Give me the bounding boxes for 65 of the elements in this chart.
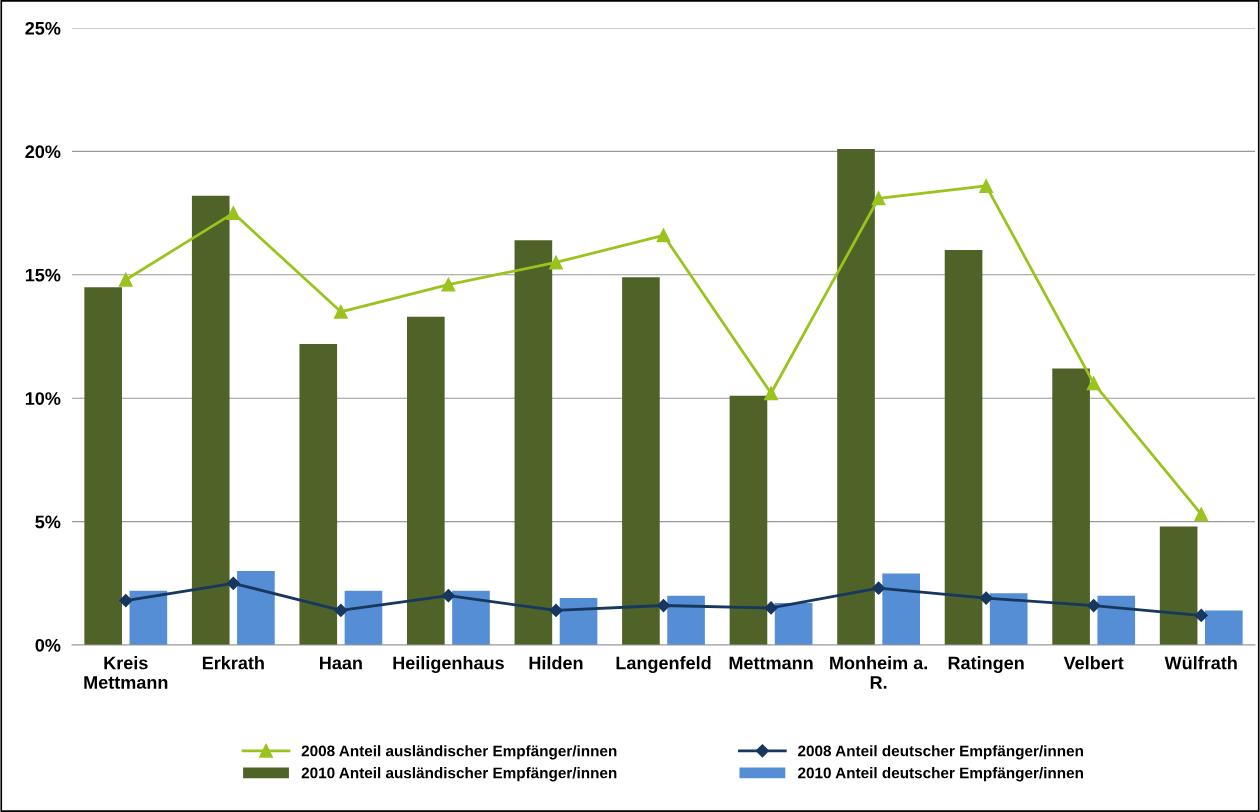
bar (514, 240, 553, 645)
point (656, 228, 671, 243)
x-tick-label: Monheim a. R. (830, 656, 928, 689)
point (226, 576, 240, 590)
bar (989, 593, 1028, 645)
bar (299, 343, 338, 645)
x-tick-label: Kreis Mettmann (84, 656, 168, 689)
point (979, 179, 994, 193)
point (872, 581, 886, 595)
bar (559, 598, 598, 645)
point (226, 206, 241, 221)
point (656, 598, 671, 613)
bar (129, 590, 168, 645)
x-tick-label: Hilden (529, 656, 583, 670)
bar (1052, 368, 1090, 645)
bar (1204, 610, 1243, 645)
point (979, 591, 993, 605)
x-tick-label: Erkrath (202, 656, 264, 670)
legend-label: 2008 Anteil ausländischer Empfänger/innen (301, 745, 617, 760)
y-tick-label: 0% (35, 638, 61, 652)
bar (407, 316, 445, 645)
y-tick-label: 25% (25, 21, 61, 35)
point (1087, 598, 1101, 613)
bar (622, 277, 660, 645)
point (118, 272, 133, 287)
point (1194, 608, 1208, 622)
point (549, 255, 563, 270)
bar (774, 603, 813, 645)
bar (1097, 595, 1136, 645)
bar (191, 195, 230, 645)
bar (1159, 526, 1198, 645)
point (441, 277, 456, 292)
y-tick-label: 15% (25, 268, 61, 282)
x-tick-label: Heiligenhaus (393, 656, 504, 674)
y-tick-label: 20% (25, 145, 61, 159)
x-tick-label: Haan (320, 656, 362, 670)
y-tick-label: 5% (35, 515, 61, 529)
point (1086, 376, 1101, 391)
legend-label: 2010 Anteil deutscher Empfänger/innen (798, 767, 1083, 782)
legend-label: 2010 Anteil ausländischer Empfänger/innen (301, 767, 617, 782)
point (119, 593, 133, 608)
bar (344, 590, 383, 645)
bar (237, 570, 275, 645)
bar (667, 595, 705, 645)
bar (452, 590, 490, 645)
legend-label: 2008 Anteil deutscher Empfänger/innen (798, 745, 1083, 760)
x-tick-label: Ratingen (948, 656, 1024, 674)
x-tick-label: Langenfeld (616, 656, 711, 674)
x-tick-label: Mettmann (729, 656, 813, 670)
y-tick-label: 10% (25, 392, 61, 405)
point (764, 386, 778, 401)
point (334, 603, 348, 618)
bar (944, 250, 983, 645)
point (441, 589, 455, 603)
point (764, 601, 778, 615)
bar (84, 287, 123, 645)
x-tick-label: Wülfrath (1164, 656, 1237, 670)
point (549, 603, 563, 618)
bar (882, 573, 920, 645)
bar (729, 395, 768, 645)
bar (837, 148, 875, 645)
point (333, 304, 348, 319)
point (871, 191, 886, 206)
point (1194, 507, 1209, 522)
x-tick-label: Velbert (1063, 656, 1124, 670)
